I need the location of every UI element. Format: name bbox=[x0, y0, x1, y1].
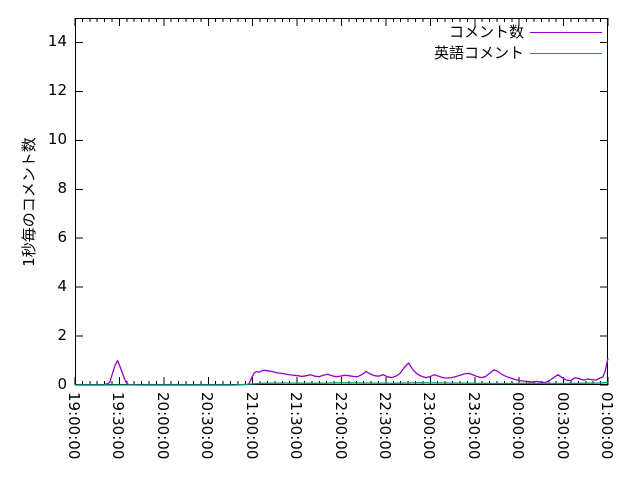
x-tick-label: 23:00:00 bbox=[420, 392, 439, 460]
legend-label: 英語コメント bbox=[433, 44, 524, 62]
y-tick-label: 8 bbox=[57, 179, 67, 198]
y-tick-label: 6 bbox=[57, 228, 67, 247]
y-tick-label: 0 bbox=[57, 375, 67, 393]
legend-color-swatch bbox=[530, 32, 602, 33]
x-tick-label: 20:30:00 bbox=[198, 392, 217, 460]
x-tick-label: 19:30:00 bbox=[109, 392, 128, 460]
plot-area bbox=[74, 18, 609, 386]
y-tick-label: 12 bbox=[47, 81, 67, 100]
y-axis-title: 1秒毎のコメント数 bbox=[20, 136, 38, 267]
legend-color-swatch bbox=[530, 53, 602, 54]
y-tick-label: 10 bbox=[47, 130, 67, 149]
y-tick-label: 4 bbox=[57, 277, 67, 296]
x-tick-label: 22:00:00 bbox=[331, 392, 350, 460]
x-tick-label: 00:00:00 bbox=[509, 392, 528, 460]
x-tick-label: 21:30:00 bbox=[287, 392, 306, 460]
x-tick-label: 22:30:00 bbox=[375, 392, 394, 460]
x-tick-label: 00:30:00 bbox=[553, 392, 572, 460]
x-tick-label: 19:00:00 bbox=[65, 392, 83, 460]
y-tick-label: 14 bbox=[47, 32, 67, 51]
y-tick-label: 2 bbox=[57, 326, 67, 345]
legend-label: コメント数 bbox=[448, 23, 524, 41]
x-tick-label: 23:30:00 bbox=[464, 392, 483, 460]
x-tick-label: 01:00:00 bbox=[598, 392, 616, 460]
x-tick-label: 21:00:00 bbox=[242, 392, 261, 460]
plot-svg bbox=[74, 18, 609, 386]
series-line-1 bbox=[75, 357, 609, 386]
x-tick-label: 20:00:00 bbox=[153, 392, 172, 460]
series-line-2 bbox=[75, 381, 609, 386]
